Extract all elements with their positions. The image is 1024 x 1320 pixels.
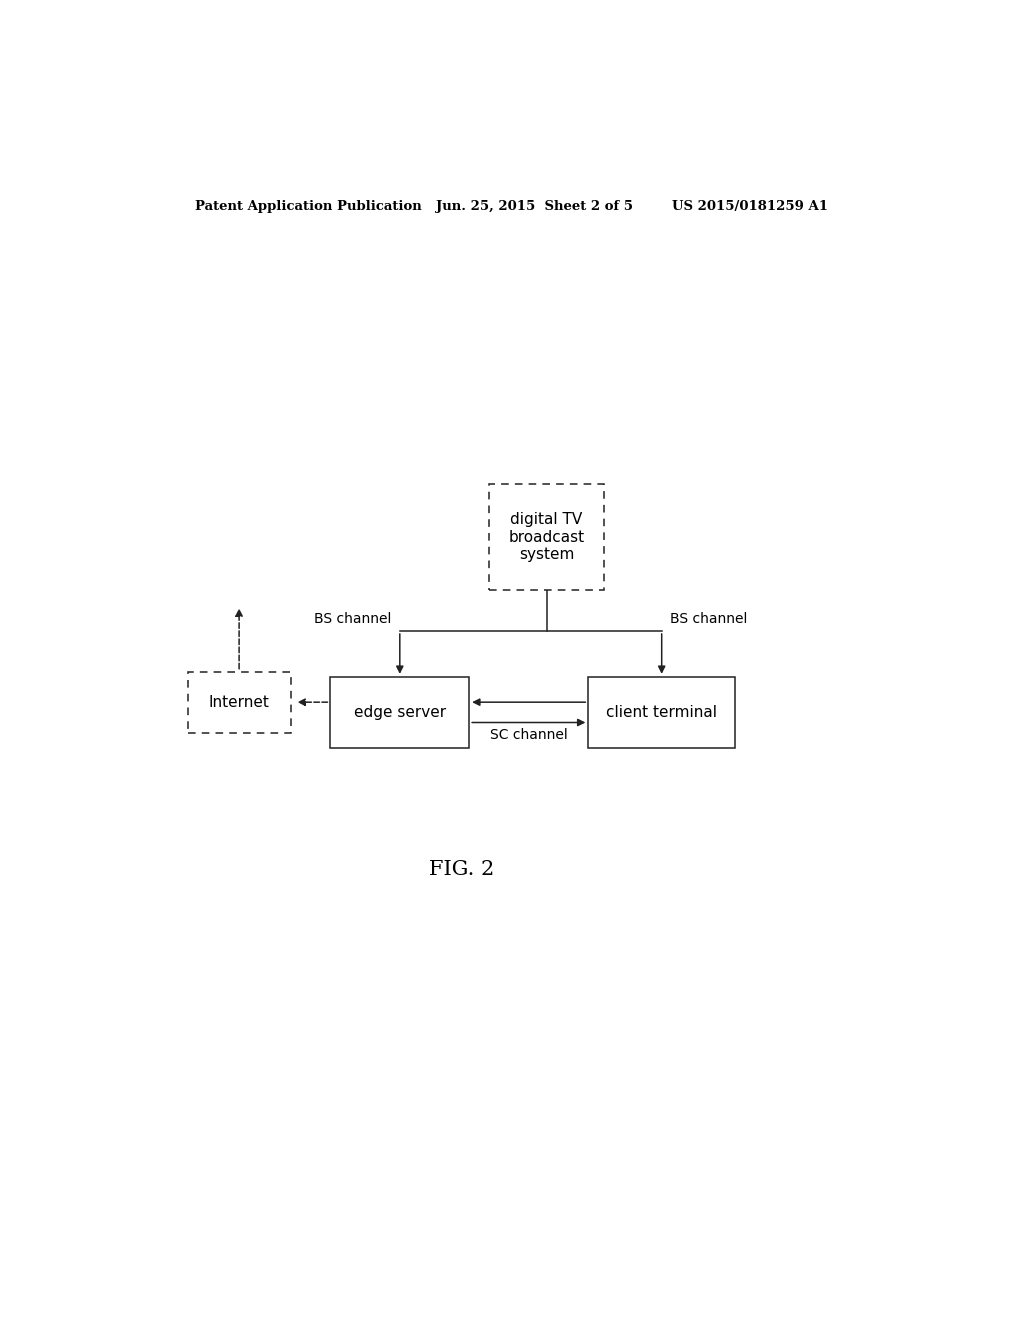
Text: edge server: edge server bbox=[353, 705, 445, 719]
Text: digital TV
broadcast
system: digital TV broadcast system bbox=[509, 512, 585, 562]
Text: BS channel: BS channel bbox=[670, 612, 746, 626]
Bar bbox=[331, 677, 469, 748]
Text: BS channel: BS channel bbox=[314, 612, 392, 626]
Bar bbox=[187, 672, 291, 733]
Bar bbox=[588, 677, 735, 748]
Text: FIG. 2: FIG. 2 bbox=[429, 861, 494, 879]
Text: Patent Application Publication: Patent Application Publication bbox=[196, 199, 422, 213]
Text: SC channel: SC channel bbox=[489, 727, 567, 742]
Bar bbox=[489, 483, 604, 590]
Text: US 2015/0181259 A1: US 2015/0181259 A1 bbox=[672, 199, 827, 213]
Text: Internet: Internet bbox=[209, 694, 269, 710]
Text: Jun. 25, 2015  Sheet 2 of 5: Jun. 25, 2015 Sheet 2 of 5 bbox=[436, 199, 633, 213]
Text: client terminal: client terminal bbox=[606, 705, 717, 719]
